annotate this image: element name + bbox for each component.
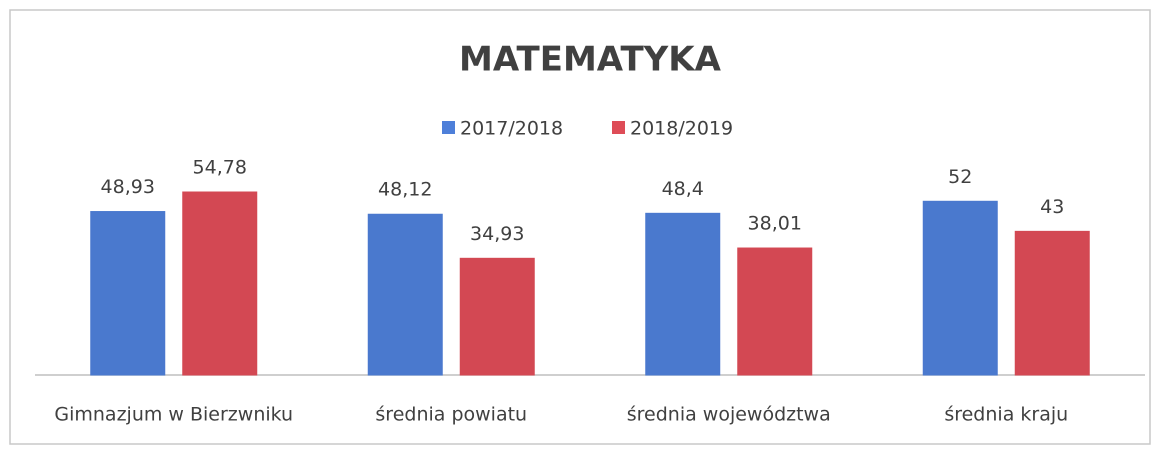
bar <box>367 213 443 376</box>
bar <box>737 247 813 376</box>
value-label: 38,01 <box>748 213 802 235</box>
bar <box>459 257 535 376</box>
x-tick-label: Gimnazjum w Bierzwniku <box>54 404 293 426</box>
value-label: 48,93 <box>101 176 155 198</box>
legend-label: 2017/2018 <box>460 118 563 140</box>
x-tick-label: średnia powiatu <box>375 404 527 426</box>
x-tick-label: średnia kraju <box>944 404 1068 426</box>
bar <box>182 191 258 376</box>
value-label: 34,93 <box>470 223 524 245</box>
value-label: 48,12 <box>378 179 432 201</box>
value-label: 43 <box>1040 196 1064 218</box>
value-label: 48,4 <box>662 178 704 200</box>
bar <box>90 211 166 376</box>
bar <box>922 200 998 376</box>
bar <box>645 212 721 376</box>
legend-swatch <box>442 121 455 134</box>
value-label: 52 <box>948 166 972 188</box>
bar <box>1014 230 1090 376</box>
value-label: 54,78 <box>193 157 247 179</box>
legend-label: 2018/2019 <box>630 118 733 140</box>
chart-title: MATEMATYKA <box>459 40 722 80</box>
x-tick-label: średnia województwa <box>627 404 831 426</box>
legend-swatch <box>612 121 625 134</box>
